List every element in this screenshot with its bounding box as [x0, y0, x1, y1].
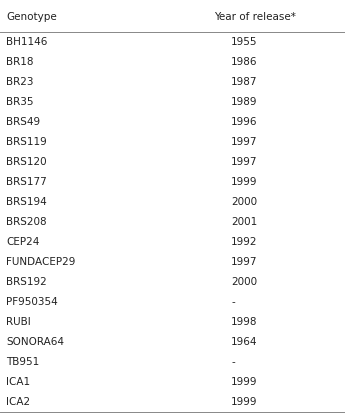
- Text: BR23: BR23: [6, 77, 34, 87]
- Text: 2001: 2001: [231, 217, 257, 227]
- Text: FUNDACEP29: FUNDACEP29: [6, 257, 76, 267]
- Text: 1998: 1998: [231, 317, 258, 327]
- Text: BH1146: BH1146: [6, 37, 48, 47]
- Text: CEP24: CEP24: [6, 237, 40, 247]
- Text: -: -: [231, 297, 235, 307]
- Text: 2000: 2000: [231, 197, 257, 207]
- Text: 1999: 1999: [231, 377, 258, 387]
- Text: Year of release*: Year of release*: [214, 12, 296, 22]
- Text: 2000: 2000: [231, 277, 257, 287]
- Text: 1987: 1987: [231, 77, 258, 87]
- Text: 1989: 1989: [231, 97, 258, 107]
- Text: BR35: BR35: [6, 97, 34, 107]
- Text: BRS208: BRS208: [6, 217, 47, 227]
- Text: BRS177: BRS177: [6, 177, 47, 187]
- Text: 1992: 1992: [231, 237, 258, 247]
- Text: TB951: TB951: [6, 357, 39, 367]
- Text: SONORA64: SONORA64: [6, 337, 64, 347]
- Text: 1996: 1996: [231, 117, 258, 127]
- Text: BRS120: BRS120: [6, 157, 47, 167]
- Text: 1997: 1997: [231, 257, 258, 267]
- Text: 1997: 1997: [231, 137, 258, 147]
- Text: 1999: 1999: [231, 397, 258, 407]
- Text: 1999: 1999: [231, 177, 258, 187]
- Text: 1986: 1986: [231, 57, 258, 67]
- Text: 1997: 1997: [231, 157, 258, 167]
- Text: ICA2: ICA2: [6, 397, 30, 407]
- Text: PF950354: PF950354: [6, 297, 58, 307]
- Text: Genotype: Genotype: [6, 12, 57, 22]
- Text: BRS192: BRS192: [6, 277, 47, 287]
- Text: RUBI: RUBI: [6, 317, 31, 327]
- Text: BR18: BR18: [6, 57, 34, 67]
- Text: ICA1: ICA1: [6, 377, 30, 387]
- Text: -: -: [231, 357, 235, 367]
- Text: 1964: 1964: [231, 337, 258, 347]
- Text: BRS194: BRS194: [6, 197, 47, 207]
- Text: BRS119: BRS119: [6, 137, 47, 147]
- Text: BRS49: BRS49: [6, 117, 40, 127]
- Text: 1955: 1955: [231, 37, 258, 47]
